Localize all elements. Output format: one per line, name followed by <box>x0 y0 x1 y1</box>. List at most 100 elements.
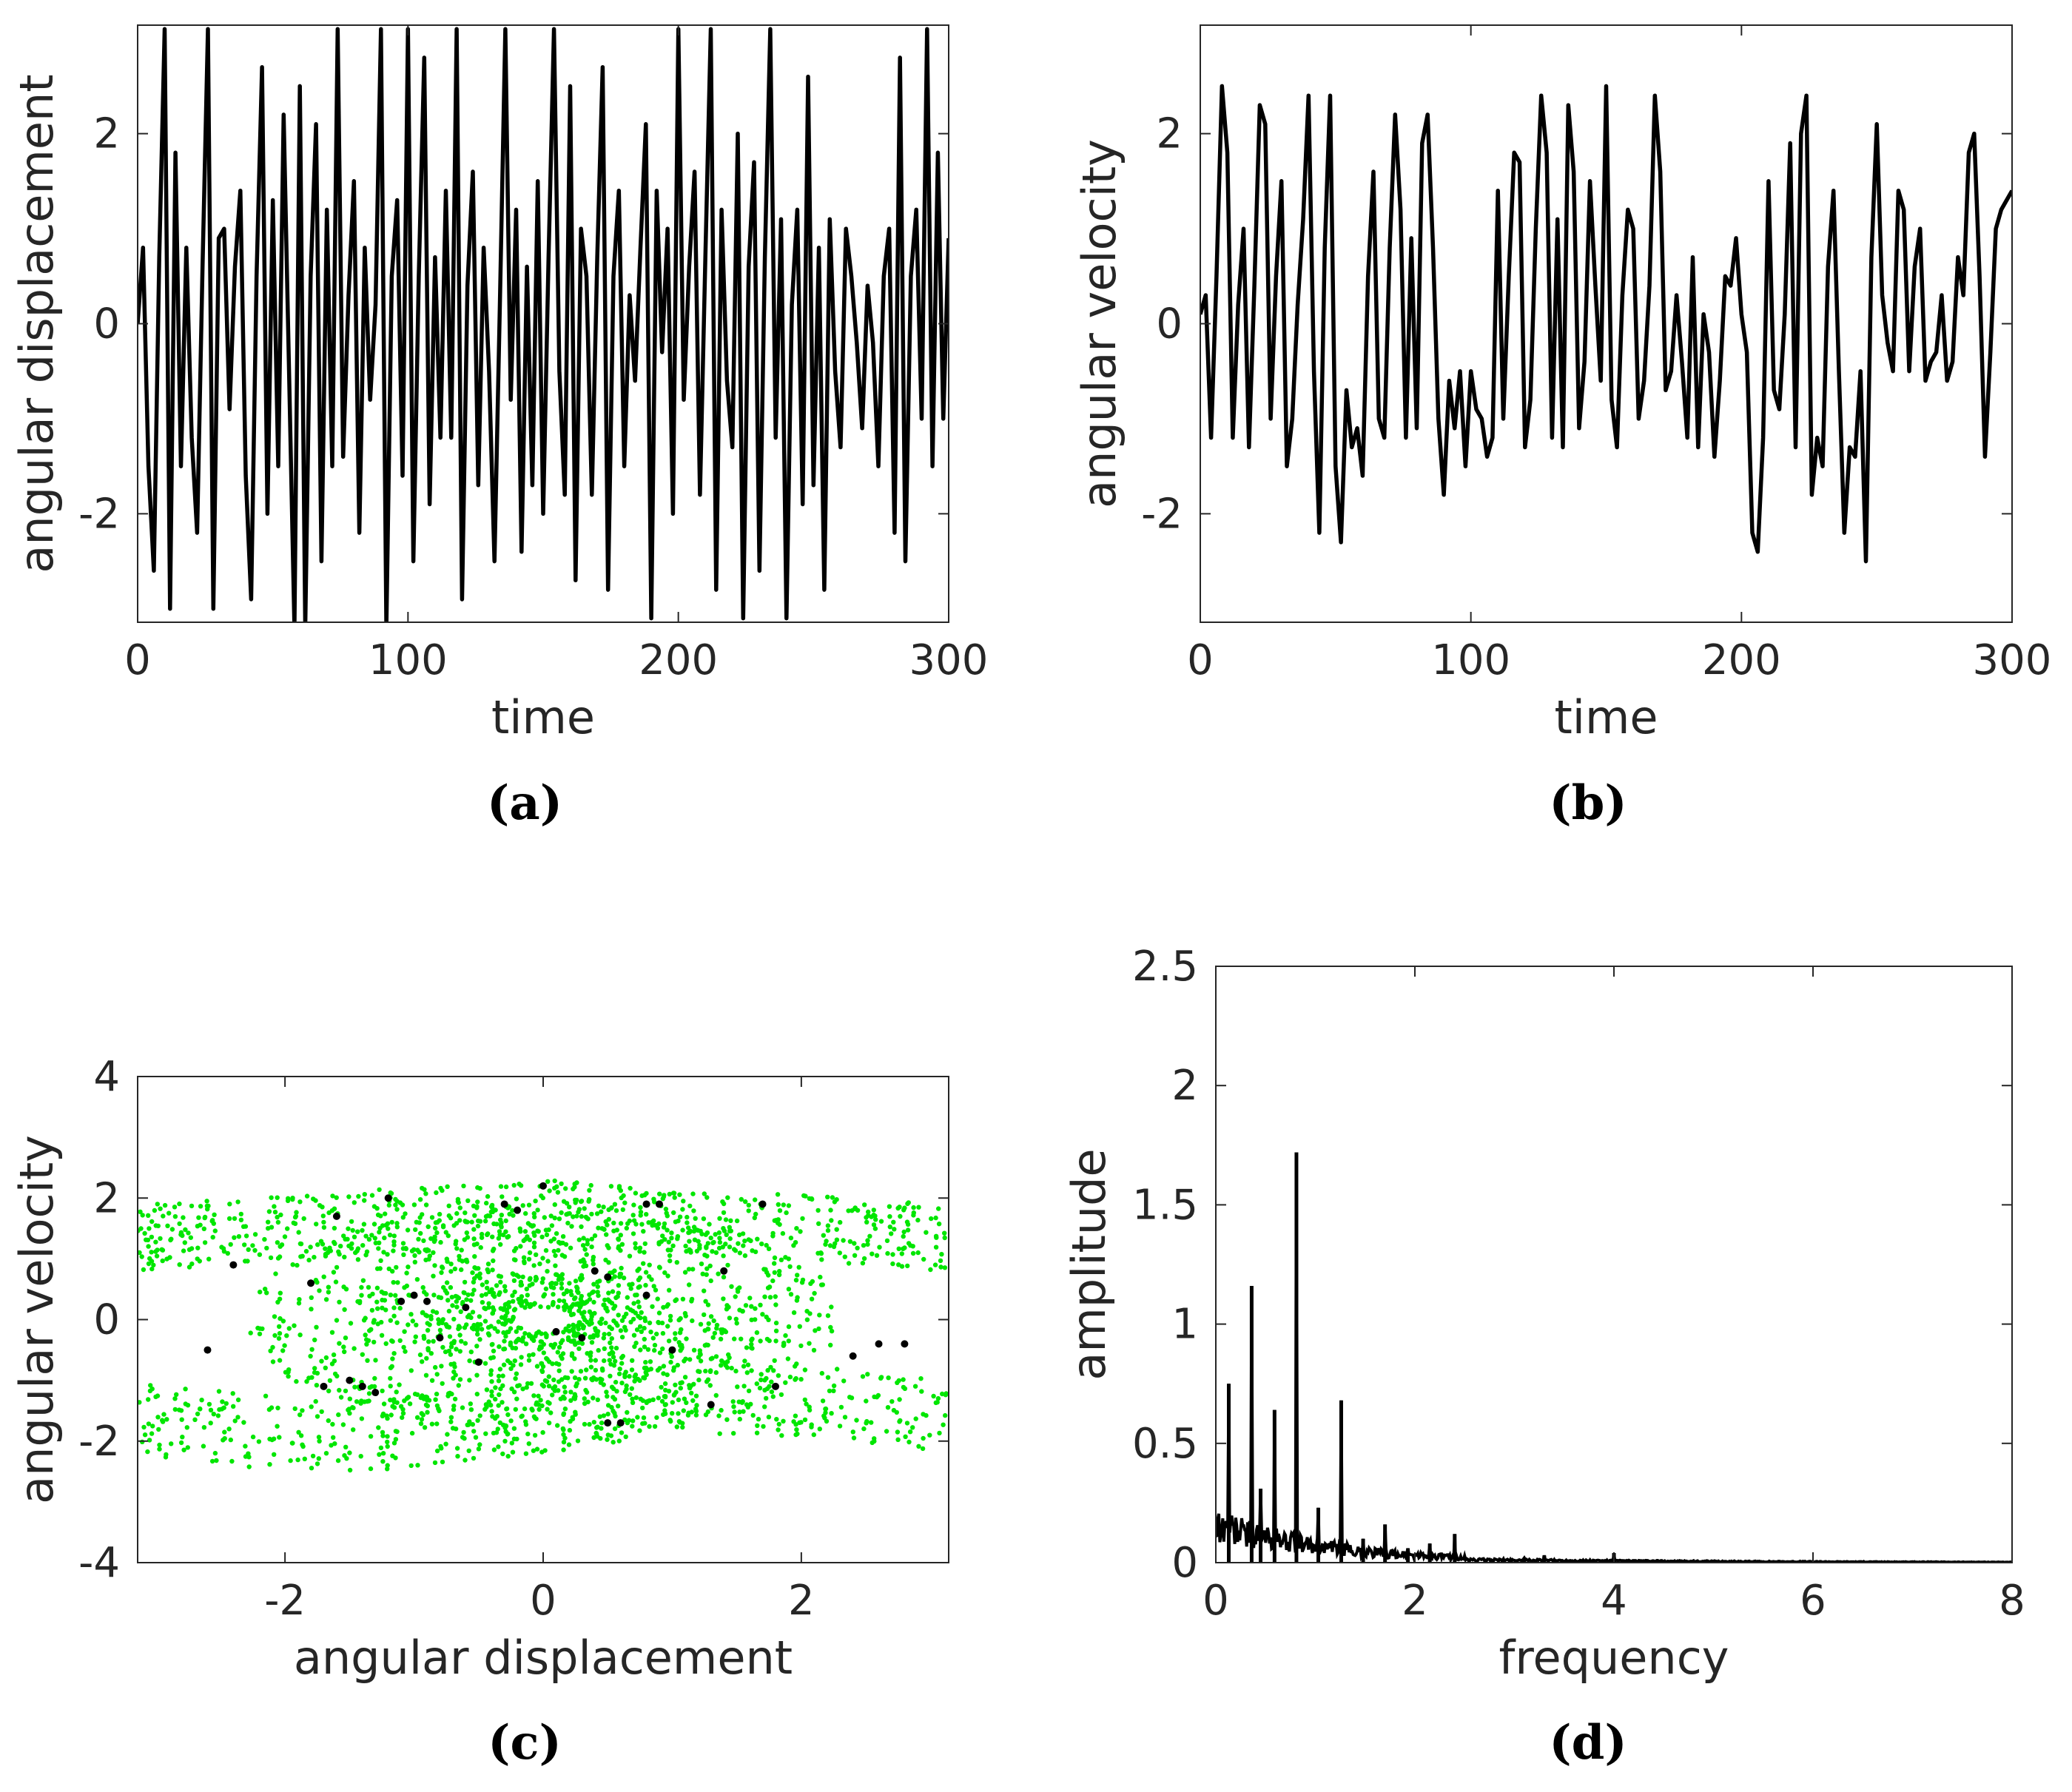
trajectory-point <box>342 1254 347 1260</box>
trajectory-point <box>662 1402 667 1407</box>
trajectory-point <box>682 1396 687 1401</box>
trajectory-point <box>571 1214 576 1219</box>
trajectory-point <box>500 1373 505 1378</box>
trajectory-point <box>415 1463 420 1468</box>
trajectory-point <box>491 1355 496 1360</box>
poincare-point <box>655 1200 663 1208</box>
trajectory-point <box>631 1333 637 1338</box>
trajectory-point <box>770 1233 776 1239</box>
trajectory-point <box>885 1405 891 1410</box>
trajectory-point <box>182 1240 187 1245</box>
trajectory-point <box>652 1199 657 1205</box>
trajectory-point <box>872 1213 878 1219</box>
trajectory-point <box>764 1336 770 1342</box>
trajectory-point <box>438 1444 443 1449</box>
trajectory-point <box>669 1230 674 1236</box>
trajectory-point <box>354 1399 360 1404</box>
trajectory-point <box>819 1257 824 1262</box>
trajectory-point <box>146 1397 151 1402</box>
trajectory-point <box>541 1350 546 1355</box>
trajectory-point <box>717 1431 722 1436</box>
trajectory-point <box>872 1226 878 1231</box>
trajectory-point <box>847 1239 853 1244</box>
trajectory-point <box>677 1214 683 1219</box>
trajectory-point <box>890 1261 895 1267</box>
trajectory-point <box>282 1234 288 1239</box>
trajectory-point <box>400 1411 406 1416</box>
trajectory-point <box>936 1222 942 1227</box>
trajectory-point <box>488 1372 494 1377</box>
trajectory-point <box>454 1446 460 1451</box>
trajectory-point <box>577 1276 583 1281</box>
trajectory-point <box>864 1219 870 1225</box>
trajectory-point <box>366 1284 371 1290</box>
trajectory-point <box>616 1237 622 1242</box>
y-axis-label: angular velocity <box>10 1135 64 1504</box>
trajectory-point <box>729 1365 734 1371</box>
trajectory-point <box>666 1239 671 1244</box>
trajectory-point <box>465 1292 471 1298</box>
trajectory-point <box>610 1350 616 1355</box>
trajectory-point <box>536 1393 541 1399</box>
trajectory-point <box>436 1317 441 1322</box>
trajectory-point <box>153 1223 158 1228</box>
trajectory-point <box>518 1244 523 1249</box>
trajectory-point <box>257 1252 263 1257</box>
trajectory-point <box>374 1266 380 1271</box>
trajectory-point <box>687 1239 692 1244</box>
trajectory-point <box>593 1367 599 1373</box>
trajectory-point <box>472 1213 477 1219</box>
trajectory-point <box>765 1367 770 1373</box>
trajectory-point <box>630 1424 635 1429</box>
trajectory-point <box>537 1262 542 1267</box>
trajectory-point <box>341 1344 346 1350</box>
trajectory-point <box>545 1304 551 1310</box>
trajectory-point <box>636 1304 642 1310</box>
trajectory-point <box>388 1384 393 1389</box>
trajectory-point <box>609 1335 614 1341</box>
trajectory-point <box>332 1441 337 1446</box>
trajectory-point <box>602 1358 607 1364</box>
trajectory-point <box>560 1426 565 1432</box>
trajectory-point <box>575 1286 580 1291</box>
trajectory-point <box>613 1208 619 1213</box>
trajectory-point <box>177 1407 182 1412</box>
trajectory-point <box>615 1323 620 1328</box>
trajectory-point <box>380 1451 386 1456</box>
trajectory-point <box>523 1419 528 1424</box>
trajectory-point <box>352 1346 357 1351</box>
trajectory-point <box>703 1412 709 1418</box>
trajectory-point <box>546 1374 551 1379</box>
trajectory-point <box>391 1441 397 1446</box>
trajectory-point <box>548 1281 554 1287</box>
trajectory-point <box>616 1313 621 1318</box>
trajectory-point <box>838 1219 843 1225</box>
trajectory-point <box>420 1393 425 1398</box>
trajectory-point <box>758 1372 764 1377</box>
trajectory-point <box>559 1285 565 1291</box>
trajectory-point <box>275 1214 280 1220</box>
trajectory-point <box>398 1404 404 1409</box>
poincare-point <box>500 1200 508 1208</box>
trajectory-point <box>781 1202 787 1207</box>
trajectory-point <box>741 1243 746 1248</box>
trajectory-point <box>378 1213 383 1219</box>
trajectory-point <box>640 1405 645 1411</box>
poincare-point <box>552 1327 560 1335</box>
trajectory-point <box>633 1310 638 1316</box>
trajectory-point <box>346 1243 352 1249</box>
trajectory-point <box>454 1347 459 1352</box>
trajectory-point <box>628 1185 633 1191</box>
trajectory-point <box>153 1239 158 1244</box>
trajectory-point <box>825 1194 830 1200</box>
trajectory-point <box>721 1210 727 1216</box>
trajectory-point <box>711 1318 716 1324</box>
trajectory-point <box>499 1213 504 1218</box>
trajectory-point <box>562 1435 568 1441</box>
trajectory-point <box>563 1242 569 1247</box>
trajectory-point <box>183 1387 188 1392</box>
trajectory-point <box>664 1210 669 1216</box>
trajectory-point <box>686 1225 691 1230</box>
trajectory-point <box>321 1219 326 1225</box>
trajectory-point <box>431 1293 437 1298</box>
